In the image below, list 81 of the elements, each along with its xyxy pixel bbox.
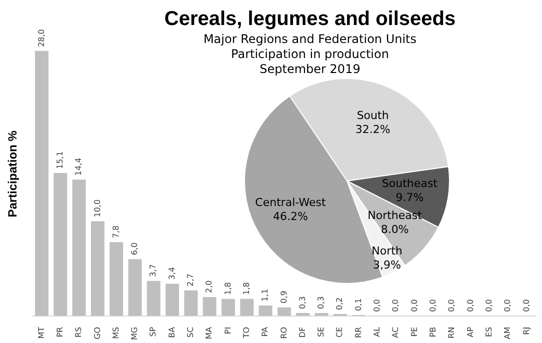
chart-title: Cereals, legumes and oilseeds: [163, 8, 457, 31]
data-label: 3,9%: [373, 258, 401, 272]
x-tick-label: PI: [223, 326, 232, 334]
data-label: 1,8: [242, 282, 251, 295]
data-label: 0,0: [522, 299, 531, 312]
bar: [54, 173, 68, 316]
data-label: 0,3: [316, 296, 326, 310]
x-tick-label: RJ: [522, 326, 531, 335]
slice-label: Northeast: [368, 208, 423, 222]
data-label: 7,8: [111, 225, 120, 238]
chart-subtitle: Major Regions and Federation Units Participation in production September 2019: [202, 32, 418, 77]
data-label: 15,1: [55, 151, 64, 170]
bar: [258, 305, 272, 316]
bar: [146, 280, 160, 316]
x-tick-label: MS: [111, 326, 120, 339]
data-label: 0,3: [298, 296, 307, 310]
bar: [222, 298, 235, 316]
data-label: 0,2: [335, 297, 344, 310]
x-tick-label: PA: [260, 326, 270, 337]
bar: [128, 259, 142, 316]
data-label: 10,0: [92, 199, 102, 218]
x-tick-label: ES: [484, 326, 494, 338]
x-tick-label: AM: [503, 326, 512, 340]
x-tick-label: MT: [36, 326, 46, 339]
x-tick-label: TO: [242, 326, 251, 340]
data-label: 14,4: [74, 158, 84, 176]
data-label: 6,0: [130, 242, 140, 256]
bar: [90, 221, 104, 316]
data-label: 32.2%: [355, 122, 390, 136]
bar: [240, 298, 254, 316]
data-label: 9.7%: [396, 191, 424, 204]
bar: [110, 242, 124, 316]
bar: [202, 296, 216, 316]
data-label: 0,1: [354, 298, 363, 311]
data-label: 28,0: [36, 29, 46, 47]
x-tick-label: AC: [391, 326, 400, 338]
data-label: 0,0: [428, 299, 438, 312]
x-tick-label: CE: [335, 326, 344, 338]
slice-label: North: [372, 244, 402, 258]
data-label: 46.2%: [272, 210, 308, 223]
data-label: 0,0: [466, 299, 475, 312]
x-tick-label: AL: [372, 326, 382, 337]
x-tick-label: SC: [186, 326, 196, 338]
bar: [277, 307, 291, 316]
data-label: 0,0: [372, 299, 382, 312]
x-tick-label: RR: [354, 326, 363, 338]
y-axis-title: Participation %: [6, 130, 20, 218]
data-label: 3,4: [167, 266, 176, 280]
slice-label: Central-West: [255, 196, 326, 209]
x-tick-label: DF: [298, 326, 307, 338]
bar: [72, 180, 86, 316]
slice-label: Southeast: [382, 177, 438, 190]
x-tick-label: BA: [167, 326, 176, 338]
data-label: 0,0: [391, 299, 400, 312]
data-label: 2,0: [204, 280, 214, 293]
x-tick-label: RO: [279, 326, 288, 339]
bar: [166, 284, 180, 316]
x-tick-label: PB: [428, 326, 438, 338]
data-label: 0,0: [447, 299, 456, 312]
x-tick-label: AP: [466, 326, 475, 338]
data-label: 1,1: [260, 288, 270, 302]
x-tick-label: RS: [74, 326, 84, 338]
x-tick-label: SP: [148, 326, 158, 337]
data-label: 0,0: [484, 299, 494, 312]
bar: [34, 50, 48, 316]
x-tick-label: PE: [410, 326, 419, 337]
data-label: 8.0%: [380, 222, 409, 236]
x-tick-label: RN: [447, 326, 456, 338]
bar: [184, 290, 198, 316]
x-tick-label: PR: [55, 326, 64, 338]
slice-label: South: [356, 108, 389, 122]
data-label: 1,8: [223, 282, 232, 295]
x-tick-label: MG: [130, 326, 140, 340]
data-label: 0,0: [503, 299, 512, 312]
x-tick-label: GO: [92, 326, 102, 340]
x-tick-label: SE: [316, 326, 326, 338]
data-label: 0,9: [279, 290, 288, 304]
data-label: 0,0: [410, 299, 419, 312]
x-tick-label: MA: [204, 326, 214, 340]
data-label: 3,7: [148, 264, 158, 277]
data-label: 2,7: [186, 274, 196, 286]
